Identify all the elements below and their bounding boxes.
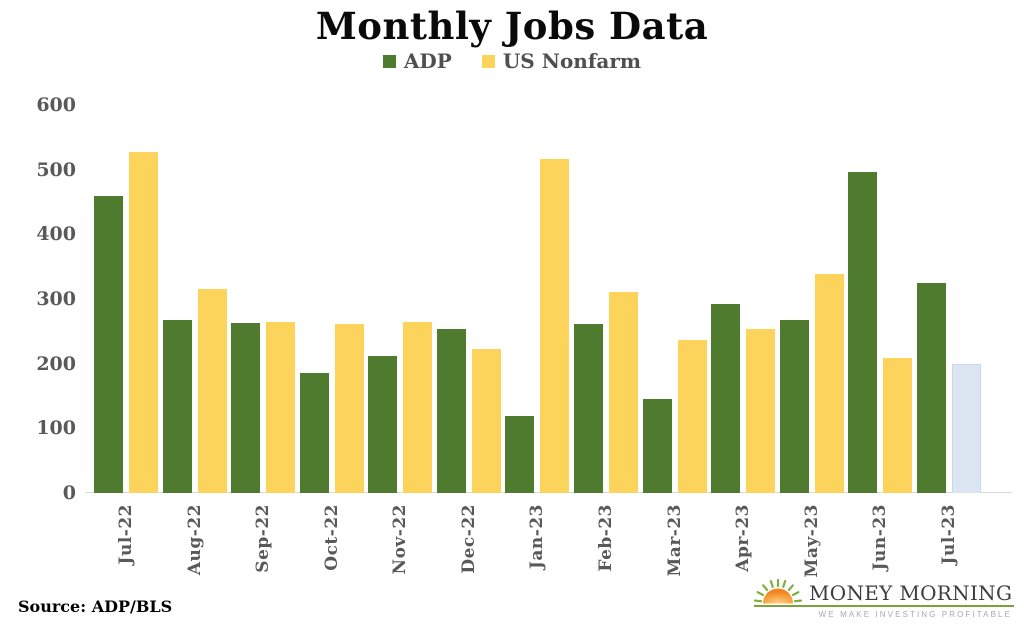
legend-item-us-nonfarm: US Nonfarm — [481, 49, 642, 73]
bar-us-nonfarm-jul-23-forecast — [951, 364, 981, 493]
x-tick-cell-aug-22: Aug-22 — [163, 504, 227, 596]
x-tick-label-feb-23: Feb-23 — [596, 504, 617, 572]
bar-group-may-23 — [779, 274, 844, 493]
x-tick-label-oct-22: Oct-22 — [321, 504, 342, 571]
x-tick-label-mar-23: Mar-23 — [664, 504, 685, 577]
y-tick-400: 400 — [36, 223, 76, 246]
bar-adp-jul-23 — [916, 283, 946, 493]
bar-us-nonfarm-may-23 — [814, 274, 844, 493]
x-tick-cell-oct-22: Oct-22 — [300, 504, 364, 596]
x-tick-label-aug-22: Aug-22 — [184, 504, 205, 576]
y-tick-200: 200 — [36, 352, 76, 375]
bar-group-feb-23 — [574, 292, 639, 493]
logo-underline — [754, 605, 1014, 607]
x-tick-label-jul-22: Jul-22 — [116, 504, 136, 565]
bar-us-nonfarm-oct-22 — [334, 324, 364, 493]
legend-label-adp: ADP — [403, 49, 452, 73]
bar-group-jun-23 — [848, 172, 913, 493]
bar-adp-oct-22 — [299, 373, 329, 493]
legend-swatch-us-nonfarm-icon — [481, 54, 495, 68]
logo-wordmark: MONEY MORNING — [809, 581, 1013, 605]
x-tick-label-sep-22: Sep-22 — [253, 504, 274, 573]
y-tick-100: 100 — [36, 417, 76, 440]
y-tick-0: 0 — [62, 482, 76, 504]
legend-label-us-nonfarm: US Nonfarm — [502, 49, 642, 73]
bar-us-nonfarm-apr-23 — [746, 329, 776, 493]
rising-sun-icon — [754, 578, 803, 604]
bar-group-oct-22 — [299, 324, 364, 493]
y-tick-600: 600 — [36, 94, 76, 116]
bar-group-sep-22 — [231, 322, 296, 493]
bar-us-nonfarm-dec-22 — [471, 349, 501, 493]
bar-us-nonfarm-jul-22 — [129, 152, 158, 493]
logo-tagline: WE MAKE INVESTING PROFITABLE — [818, 610, 1012, 619]
x-tick-cell-sep-22: Sep-22 — [231, 504, 295, 596]
chart-legend: ADP US Nonfarm — [0, 49, 1024, 73]
bar-us-nonfarm-mar-23 — [677, 340, 707, 493]
y-tick-500: 500 — [36, 158, 76, 181]
x-tick-label-jan-23: Jan-23 — [527, 504, 548, 570]
bar-adp-sep-22 — [231, 323, 261, 493]
bar-group-aug-22 — [162, 289, 227, 493]
bar-adp-nov-22 — [368, 356, 398, 493]
bar-adp-dec-22 — [436, 329, 466, 493]
x-tick-cell-dec-22: Dec-22 — [437, 504, 501, 596]
bar-adp-mar-23 — [642, 399, 672, 493]
bar-us-nonfarm-nov-22 — [403, 322, 433, 493]
x-tick-cell-jul-22: Jul-22 — [94, 504, 158, 596]
money-morning-logo: MONEY MORNING WE MAKE INVESTING PROFITAB… — [754, 574, 1014, 619]
x-tick-label-jun-23: Jun-23 — [870, 504, 891, 571]
logo-top-row: MONEY MORNING — [754, 574, 1014, 604]
x-tick-label-nov-22: Nov-22 — [390, 504, 411, 575]
x-tick-label-apr-23: Apr-23 — [733, 504, 754, 572]
bar-adp-may-23 — [779, 320, 809, 493]
y-tick-300: 300 — [36, 288, 76, 310]
bar-us-nonfarm-sep-22 — [266, 322, 296, 493]
bar-us-nonfarm-jun-23 — [883, 358, 913, 493]
bar-adp-feb-23 — [574, 324, 604, 493]
x-tick-label-jul-23: Jul-23 — [938, 504, 959, 565]
bar-us-nonfarm-aug-22 — [197, 289, 227, 493]
bars-area — [94, 105, 981, 493]
x-tick-label-may-23: May-23 — [801, 504, 822, 578]
bar-us-nonfarm-jan-23 — [540, 159, 570, 493]
bar-us-nonfarm-feb-23 — [609, 292, 639, 493]
bar-group-mar-23 — [642, 340, 707, 493]
x-tick-cell-jan-23: Jan-23 — [505, 504, 569, 596]
x-tick-cell-mar-23: Mar-23 — [643, 504, 707, 596]
bar-group-jul-23 — [916, 283, 981, 493]
legend-swatch-adp-icon — [382, 54, 396, 68]
bar-adp-jun-23 — [848, 172, 878, 493]
bar-group-apr-23 — [711, 304, 776, 493]
bar-group-jul-22 — [94, 152, 158, 493]
bar-group-jan-23 — [505, 159, 570, 493]
source-note: Source: ADP/BLS — [18, 597, 173, 616]
bar-group-nov-22 — [368, 322, 433, 493]
bar-group-dec-22 — [436, 329, 501, 493]
bar-adp-apr-23 — [711, 304, 741, 493]
bar-adp-aug-22 — [162, 320, 192, 493]
x-tick-cell-nov-22: Nov-22 — [368, 504, 432, 596]
bar-adp-jan-23 — [505, 416, 535, 493]
bar-adp-jul-22 — [94, 196, 123, 493]
legend-item-adp: ADP — [382, 49, 452, 73]
chart-title: Monthly Jobs Data — [315, 4, 709, 48]
x-tick-cell-feb-23: Feb-23 — [574, 504, 638, 596]
x-tick-label-dec-22: Dec-22 — [458, 504, 479, 574]
